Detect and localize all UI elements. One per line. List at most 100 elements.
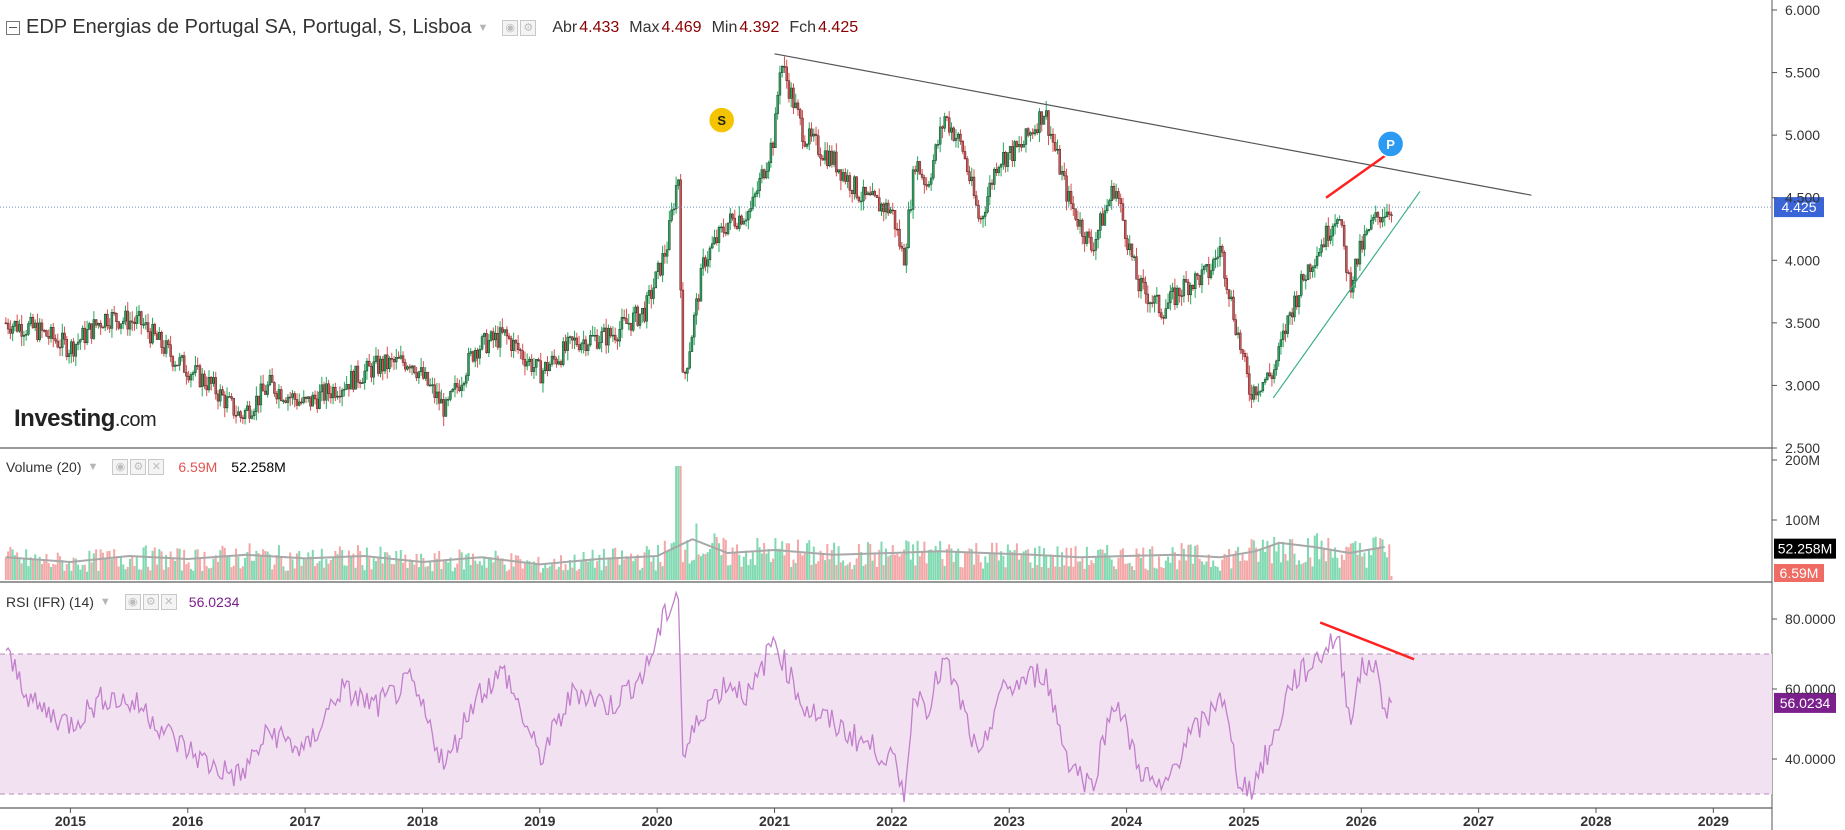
candle-body [349,371,353,390]
price-tick-label: 4.500 [1785,190,1820,206]
candle-body [1096,230,1100,240]
volume-bar [95,549,98,580]
volume-bar [589,558,592,580]
volume-bar [826,543,829,580]
gear-icon[interactable]: ⚙ [142,594,159,610]
volume-bar [1081,557,1084,580]
eye-icon[interactable]: ◉ [502,19,519,36]
volume-bar [40,563,43,580]
candle-body [1207,264,1210,278]
volume-bar [1162,567,1165,580]
open-value: 4.433 [579,18,620,36]
eye-icon[interactable]: ◉ [112,459,129,475]
volume-bar [1056,546,1059,580]
volume-bar [431,571,434,580]
volume-average-tag-text: 52.258M [1778,541,1832,557]
candle-body [20,324,23,337]
volume-bar [447,562,450,580]
candle-body [1385,211,1389,218]
chevron-down-icon[interactable]: ▼ [99,596,111,608]
candle-body [1232,296,1235,320]
candle-body [1193,273,1197,290]
volume-tick-label: 200M [1785,452,1820,468]
candle-body [909,209,913,211]
volume-bar [810,564,813,580]
candle-body [963,151,967,159]
candle-body [11,326,14,334]
candle-body [729,213,732,224]
candle-body [1146,293,1149,305]
volume-bar [939,541,942,580]
eye-icon[interactable]: ◉ [124,594,141,610]
volume-bar [162,569,165,580]
candle-body [1363,234,1366,250]
volume-bar [623,559,626,580]
volume-bar [625,556,628,580]
volume-bar [815,563,818,580]
candle-body [390,358,393,360]
candle-body [767,162,770,172]
volume-bar [668,550,671,580]
volume-bar [300,565,303,580]
candle-body [1065,175,1068,202]
candle-body [668,220,671,250]
volume-bar [1011,551,1014,580]
candle-body [45,330,48,337]
volume-bar [824,560,827,580]
candle-body [1162,317,1165,319]
gear-icon[interactable]: ⚙ [520,19,537,36]
candle-body [205,385,208,391]
candle-body [81,327,84,340]
candle-body [790,87,793,99]
candle-body [1320,244,1323,253]
candle-body [959,133,962,142]
candle-body [794,102,797,108]
candle-body [9,328,12,334]
candle-body [1112,186,1116,199]
candle-body [63,332,66,340]
candle-body [947,117,951,133]
candle-body [812,133,815,137]
volume-bar [1241,554,1244,580]
chevron-down-icon[interactable]: ▼ [477,21,489,34]
volume-bar [1076,561,1079,580]
candle-body [981,216,985,220]
candle-body [270,375,274,383]
candle-body [1212,259,1215,271]
candle-body [1259,390,1262,393]
volume-bar [4,557,7,580]
gear-icon[interactable]: ⚙ [130,459,147,475]
candle-body [1040,111,1043,125]
candle-body [92,319,96,339]
candle-body [1239,332,1242,350]
volume-bar [654,570,657,580]
volume-bar [286,570,289,580]
candle-body [632,312,635,331]
candle-body [792,87,795,108]
volume-bar [442,560,445,580]
candle-body [1135,256,1138,280]
volume-bar [1340,554,1343,580]
candle-body [810,128,813,137]
volume-bar [217,561,220,580]
candle-body [941,126,944,129]
volume-bar [699,556,702,580]
close-icon[interactable]: ✕ [148,459,165,475]
volume-bar [264,551,267,580]
chevron-down-icon[interactable]: ▼ [87,461,99,473]
volume-bar [1146,569,1149,580]
candle-body [1286,315,1289,334]
candle-body [1345,245,1348,273]
volume-bar [140,569,143,580]
candle-body [261,383,265,392]
high-label: Max [629,18,660,36]
close-icon[interactable]: ✕ [160,594,177,610]
volume-bar [257,553,260,580]
candle-body [1133,256,1136,258]
collapse-icon[interactable] [6,20,20,35]
candle-body [173,364,177,367]
volume-bar [1000,551,1003,580]
volume-bar [345,565,348,580]
volume-bar [564,564,567,580]
